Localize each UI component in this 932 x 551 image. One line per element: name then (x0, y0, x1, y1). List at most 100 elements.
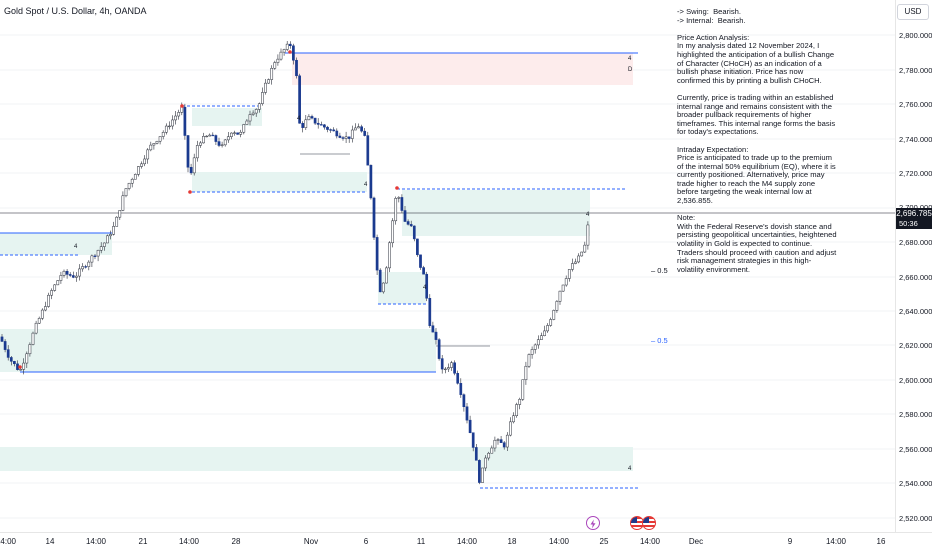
candle (512, 415, 515, 423)
symbol-title[interactable]: Gold Spot / U.S. Dollar, 4h, OANDA (4, 6, 147, 16)
pivot-marker (180, 104, 184, 108)
candle (137, 166, 140, 175)
price-tick: 2,580.000 (899, 410, 932, 419)
candle (37, 318, 41, 324)
candle (530, 349, 534, 355)
time-tick: Dec (688, 537, 704, 546)
candle (372, 197, 376, 238)
candle (567, 269, 571, 279)
candle (409, 224, 413, 227)
candle (31, 332, 35, 345)
candle (13, 361, 16, 365)
candle (416, 238, 419, 256)
candle (71, 275, 75, 278)
candle (112, 226, 115, 235)
time-tick: 28 (231, 537, 241, 546)
demand-zone-1 (192, 108, 262, 126)
candle (155, 140, 159, 144)
candle (434, 331, 438, 340)
candle (543, 330, 546, 336)
candle (214, 135, 218, 142)
time-tick: 14:00 (639, 537, 661, 546)
candle (304, 119, 308, 128)
time-tick: Nov (303, 537, 319, 546)
time-tick: 14 (45, 537, 55, 546)
zone-label: D (628, 67, 633, 73)
candle (341, 137, 345, 139)
candle (140, 163, 143, 167)
candle (223, 139, 227, 146)
candle (233, 132, 236, 134)
time-tick: 9 (787, 537, 793, 546)
time-tick: 14:00 (178, 537, 200, 546)
price-tick: 2,740.000 (899, 135, 932, 144)
candle (3, 341, 7, 350)
pivot-marker (188, 190, 192, 194)
pivot-marker (288, 50, 292, 54)
price-tick: 2,600.000 (899, 376, 932, 385)
candle (502, 442, 506, 448)
candle (385, 267, 388, 284)
candle (183, 106, 187, 136)
candle (239, 131, 243, 135)
candle (552, 310, 556, 320)
candle (564, 278, 568, 286)
pivot-marker (18, 365, 22, 369)
lightning-event-icon[interactable] (586, 516, 600, 530)
candle (6, 349, 10, 358)
time-tick: 11 (416, 537, 426, 546)
candle (298, 75, 301, 124)
time-tick: 25 (599, 537, 609, 546)
candle (323, 124, 326, 128)
candle (65, 270, 69, 275)
candle (146, 149, 150, 160)
candle (230, 132, 233, 137)
candle (459, 383, 463, 395)
candle (34, 322, 38, 334)
currency-button[interactable]: USD (897, 4, 929, 20)
us-flag-event-icon[interactable] (642, 516, 656, 530)
candle (164, 125, 168, 133)
candle (586, 224, 590, 246)
candle (577, 255, 580, 263)
time-tick: 21 (138, 537, 148, 546)
candle (369, 164, 373, 199)
candle (96, 249, 100, 257)
candle (561, 284, 565, 292)
price-tick: 2,760.000 (899, 100, 932, 109)
candle (366, 135, 370, 166)
time-scale[interactable] (0, 532, 932, 551)
chart-canvas[interactable]: 4 4 4 4 4 4 4 D (0, 0, 895, 532)
candle (217, 141, 221, 146)
candle (478, 460, 481, 483)
pa-heading: Price Action Analysis: (677, 32, 750, 42)
candle (9, 357, 13, 362)
price-tick: 2,640.000 (899, 307, 932, 316)
candle (25, 353, 29, 364)
candle (332, 129, 336, 132)
candle (310, 116, 314, 119)
candle (19, 369, 22, 371)
candle (465, 406, 469, 421)
candle (354, 127, 357, 131)
candle (580, 251, 584, 257)
candle (338, 135, 342, 138)
candle (474, 447, 478, 461)
pivot-marker (395, 186, 399, 190)
chart-area[interactable]: 4 4 4 4 4 4 4 D Gold Spot / U.S. Dollar,… (0, 0, 895, 532)
candle (127, 182, 131, 189)
demand-zone-2 (192, 172, 367, 192)
candle (208, 134, 212, 137)
zone-label: 4 (628, 466, 632, 472)
time-tick: 18 (507, 537, 517, 546)
demand-zone-3 (0, 233, 112, 255)
candle (264, 82, 267, 93)
price-scale[interactable] (895, 0, 932, 532)
candle (44, 306, 47, 311)
candle (462, 394, 466, 407)
candle (47, 294, 50, 307)
candle (350, 129, 354, 139)
candle (276, 58, 280, 63)
zone-label: 4 (297, 116, 301, 122)
candle (307, 116, 311, 121)
